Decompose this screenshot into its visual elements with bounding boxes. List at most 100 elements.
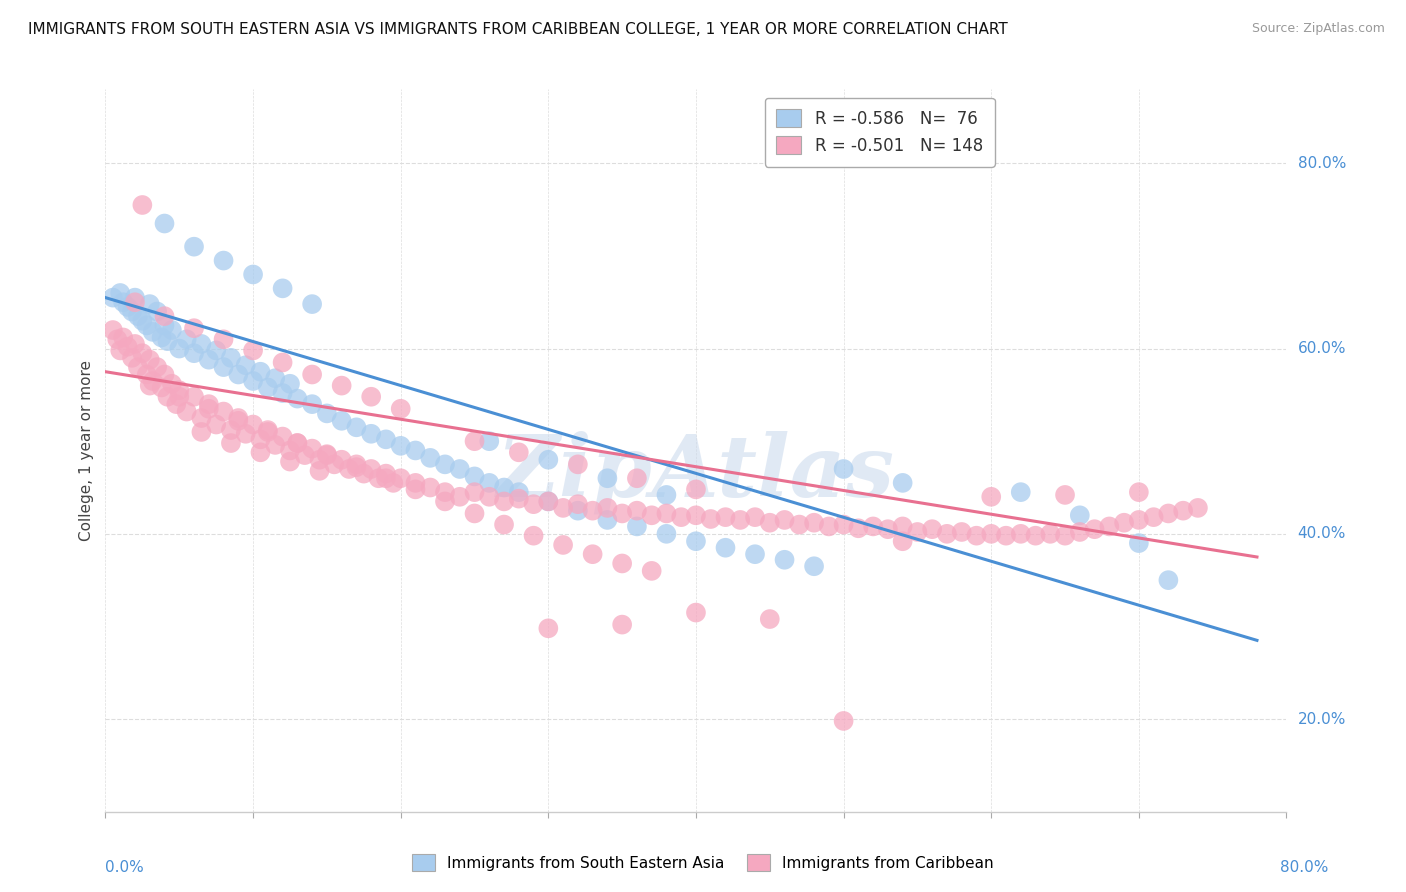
Text: 40.0%: 40.0% xyxy=(1298,526,1346,541)
Point xyxy=(315,447,337,461)
Point xyxy=(877,522,900,536)
Point xyxy=(419,481,441,495)
Point xyxy=(773,513,796,527)
Point xyxy=(759,612,782,626)
Point xyxy=(183,240,205,254)
Point xyxy=(551,538,574,552)
Point xyxy=(197,397,219,411)
Point xyxy=(135,368,157,382)
Point xyxy=(582,503,605,517)
Point xyxy=(242,343,264,358)
Point xyxy=(278,376,301,391)
Point xyxy=(419,450,441,465)
Text: 0.0%: 0.0% xyxy=(105,861,145,875)
Point xyxy=(249,433,271,447)
Point xyxy=(271,386,294,401)
Point xyxy=(124,295,146,310)
Point xyxy=(433,485,456,500)
Point xyxy=(773,553,796,567)
Point xyxy=(626,503,648,517)
Point xyxy=(190,425,212,439)
Point xyxy=(596,500,619,515)
Point xyxy=(596,471,619,485)
Point xyxy=(110,343,132,358)
Point xyxy=(101,323,124,337)
Point xyxy=(271,355,294,369)
Point xyxy=(301,442,323,456)
Point xyxy=(153,318,176,333)
Point xyxy=(176,404,198,418)
Point xyxy=(249,365,271,379)
Point xyxy=(464,485,486,500)
Point xyxy=(353,467,375,481)
Point xyxy=(478,434,501,449)
Y-axis label: College, 1 year or more: College, 1 year or more xyxy=(79,360,94,541)
Point xyxy=(278,454,301,468)
Point xyxy=(219,351,242,365)
Point xyxy=(671,510,693,524)
Point xyxy=(150,330,173,344)
Point xyxy=(907,524,929,539)
Point xyxy=(803,516,825,530)
Point xyxy=(1128,485,1150,500)
Point xyxy=(551,500,574,515)
Point xyxy=(135,318,157,333)
Point xyxy=(257,380,280,394)
Point xyxy=(464,434,486,449)
Point xyxy=(449,490,471,504)
Point xyxy=(156,390,179,404)
Point xyxy=(1054,529,1077,543)
Point xyxy=(212,360,235,375)
Point xyxy=(117,340,139,354)
Point xyxy=(464,469,486,483)
Point xyxy=(271,429,294,443)
Point xyxy=(315,406,337,420)
Point xyxy=(127,309,149,323)
Point xyxy=(1157,507,1180,521)
Point xyxy=(160,323,183,337)
Point xyxy=(124,337,146,351)
Point xyxy=(330,452,353,467)
Point xyxy=(165,397,187,411)
Point xyxy=(655,526,678,541)
Point xyxy=(190,337,212,351)
Point xyxy=(278,443,301,458)
Point xyxy=(131,314,153,328)
Point xyxy=(235,426,257,441)
Point xyxy=(582,547,605,561)
Text: ZipAtlas: ZipAtlas xyxy=(496,430,896,514)
Point xyxy=(1069,508,1091,523)
Point xyxy=(219,436,242,450)
Point xyxy=(980,490,1002,504)
Point xyxy=(803,559,825,574)
Point xyxy=(117,300,139,314)
Point xyxy=(1024,529,1046,543)
Point xyxy=(1083,522,1105,536)
Point xyxy=(169,342,191,356)
Point xyxy=(308,464,330,478)
Point xyxy=(1128,513,1150,527)
Point xyxy=(1114,516,1136,530)
Point xyxy=(641,564,664,578)
Point xyxy=(257,425,280,439)
Point xyxy=(346,460,368,475)
Point xyxy=(367,471,389,485)
Point xyxy=(257,423,280,437)
Point xyxy=(112,330,135,344)
Point xyxy=(1128,536,1150,550)
Point xyxy=(1098,519,1121,533)
Point xyxy=(1157,573,1180,587)
Point xyxy=(433,458,456,472)
Point xyxy=(127,360,149,375)
Point xyxy=(685,483,707,497)
Point xyxy=(405,443,427,458)
Point xyxy=(105,332,128,346)
Point xyxy=(537,494,560,508)
Point xyxy=(508,485,530,500)
Point xyxy=(131,198,153,212)
Point xyxy=(110,285,132,300)
Point xyxy=(374,467,398,481)
Point xyxy=(610,617,633,632)
Point xyxy=(537,621,560,635)
Point xyxy=(610,557,633,571)
